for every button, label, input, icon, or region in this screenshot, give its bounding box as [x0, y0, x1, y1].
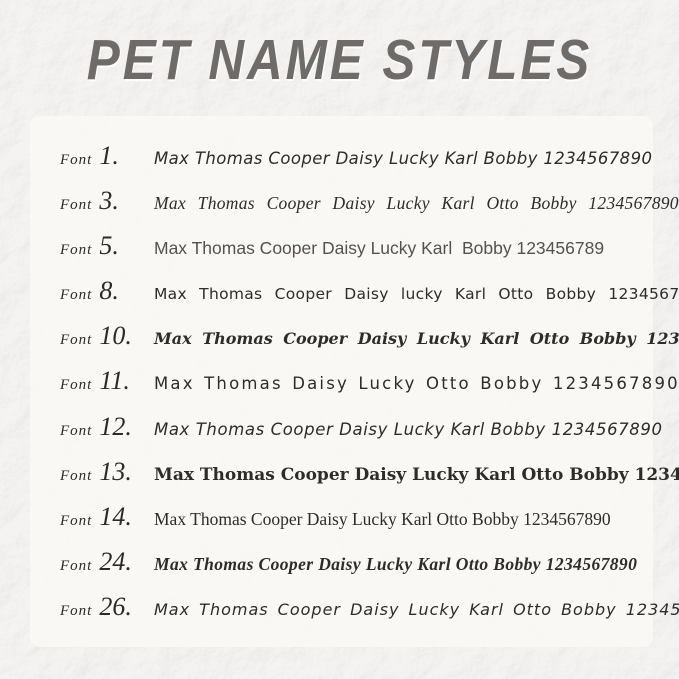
- page-title: PET NAME STYLES: [86, 28, 593, 91]
- font-label-word: Font: [60, 242, 93, 259]
- font-label-word: Font: [60, 287, 93, 304]
- font-number: 10.: [99, 321, 132, 351]
- font-number: 26.: [99, 591, 132, 621]
- font-style-row: Font 3. Max Thomas Cooper Daisy Lucky Ka…: [46, 188, 679, 214]
- font-number: 1.: [99, 141, 119, 171]
- font-style-row: Font 14. Max Thomas Cooper Daisy Lucky K…: [46, 501, 643, 531]
- font-list-card: Font 1. Max Thomas Cooper Daisy Lucky Ka…: [30, 116, 679, 647]
- font-label-word: Font: [60, 332, 93, 349]
- font-sample-text: Max Thomas Cooper Daisy Lucky Karl Bobby…: [154, 238, 605, 259]
- font-style-row: Font 8. Max Thomas Cooper Daisy lucky Ka…: [46, 278, 679, 304]
- font-label: Font 10.: [46, 323, 146, 349]
- font-label: Font 13.: [46, 456, 146, 486]
- font-label: Font 11.: [46, 368, 146, 394]
- font-label-word: Font: [60, 422, 93, 439]
- font-label: Font 3.: [46, 188, 146, 214]
- font-number: 11.: [99, 366, 130, 396]
- font-label-word: Font: [60, 557, 93, 574]
- font-sample-text: Max Thomas Cooper Daisy Lucky Karl Otto …: [154, 193, 679, 214]
- font-style-row: Font 5. Max Thomas Cooper Daisy Lucky Ka…: [46, 233, 643, 259]
- font-number: 8.: [99, 276, 119, 306]
- font-label-word: Font: [60, 377, 93, 394]
- font-sample-text: Max Thomas Daisy Lucky Otto Bobby 123456…: [154, 374, 679, 394]
- font-sample-text: Max Thomas Cooper Daisy Lucky Karl Bobby…: [154, 419, 663, 439]
- font-sample-text: Max Thomas Cooper Daisy Lucky Karl Otto …: [154, 553, 638, 574]
- font-number: 24.: [99, 546, 132, 576]
- font-style-row: Font 24. Max Thomas Cooper Daisy Lucky K…: [46, 546, 643, 576]
- font-sample-text: Max Thomas Cooper Daisy Lucky Karl Otto …: [154, 464, 679, 485]
- font-number: 3.: [99, 186, 119, 216]
- font-label: Font 5.: [46, 233, 146, 259]
- font-style-row: Font 26. Max Thomas Cooper Daisy Lucky K…: [46, 591, 679, 621]
- font-sample-text: Max Thomas Cooper Daisy lucky Karl Otto …: [154, 285, 679, 304]
- font-sample-text: Max Thomas Cooper Daisy Lucky Karl Otto …: [154, 599, 679, 619]
- font-style-row: Font 10. Max Thomas Cooper Daisy Lucky K…: [46, 323, 679, 349]
- font-label: Font 8.: [46, 278, 146, 304]
- font-number: 14.: [99, 501, 132, 531]
- font-label-word: Font: [60, 152, 93, 169]
- font-label: Font 26.: [46, 591, 146, 621]
- font-label: Font 1.: [46, 143, 146, 169]
- font-label-word: Font: [60, 197, 93, 214]
- font-sample-text: Max Thomas Cooper Daisy Lucky Karl Otto …: [154, 329, 679, 349]
- font-number: 13.: [99, 456, 132, 486]
- font-label-word: Font: [60, 602, 93, 619]
- font-style-row: Font 13. Max Thomas Cooper Daisy Lucky K…: [46, 456, 679, 486]
- font-style-row: Font 12. Max Thomas Cooper Daisy Lucky K…: [46, 411, 662, 441]
- font-label: Font 24.: [46, 546, 146, 576]
- font-sample-text: Max Thomas Cooper Daisy Lucky Karl Bobby…: [154, 149, 653, 169]
- font-label-word: Font: [60, 467, 93, 484]
- font-style-row: Font 11. Max Thomas Daisy Lucky Otto Bob…: [46, 368, 678, 394]
- font-number: 12.: [99, 411, 132, 441]
- font-label: Font 12.: [46, 411, 146, 441]
- font-label: Font 14.: [46, 501, 146, 531]
- font-sample-text: Max Thomas Cooper Daisy Lucky Karl Otto …: [154, 508, 611, 529]
- font-label-word: Font: [60, 512, 93, 529]
- font-style-row: Font 1. Max Thomas Cooper Daisy Lucky Ka…: [46, 143, 652, 169]
- font-number: 5.: [99, 231, 119, 261]
